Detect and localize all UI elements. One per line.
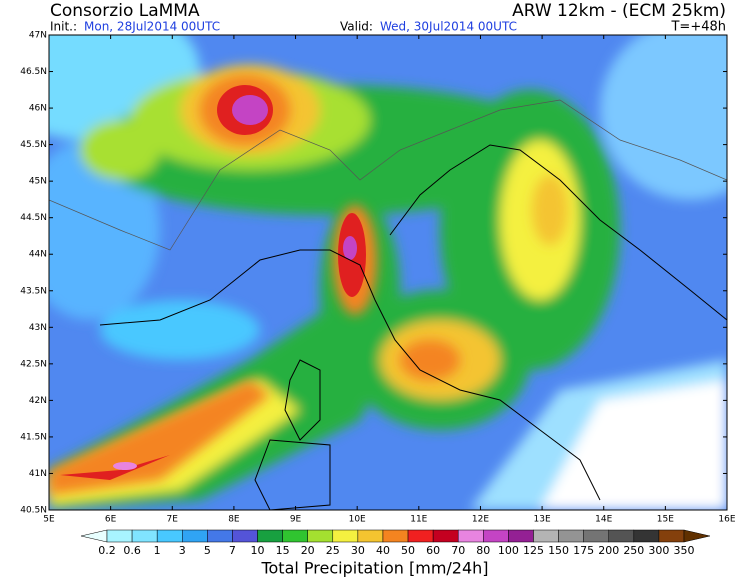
colorbar-box xyxy=(533,529,559,543)
lat-label: 47N xyxy=(29,31,47,41)
colorbar-box xyxy=(633,529,660,543)
colorbar-box xyxy=(232,529,258,543)
colorbar-label: 10 xyxy=(251,544,265,557)
lat-label: 45N xyxy=(29,177,47,187)
lon-label: 13E xyxy=(534,515,551,525)
colorbar-box xyxy=(457,529,484,543)
colorbar-arrow xyxy=(80,529,108,543)
colorbar-label: 50 xyxy=(401,544,415,557)
colorbar-label: 70 xyxy=(451,544,465,557)
colorbar-box xyxy=(131,529,158,543)
colorbar-label: 15 xyxy=(276,544,290,557)
colorbar-label: 175 xyxy=(573,544,594,557)
colorbar-box xyxy=(182,529,208,543)
lon-label: 8E xyxy=(228,515,240,525)
map-frame xyxy=(48,34,728,511)
lat-label: 46N xyxy=(29,104,47,114)
org-name: Consorzio LaMMA xyxy=(50,1,200,21)
colorbar-box xyxy=(508,529,534,543)
lon-label: 16E xyxy=(718,515,735,525)
init-time: Mon, 28Jul2014 00UTC xyxy=(84,20,220,34)
colorbar-label: 80 xyxy=(476,544,490,557)
colorbar-label: 300 xyxy=(648,544,669,557)
colorbar-label: 0.2 xyxy=(98,544,116,557)
colorbar-box xyxy=(483,529,509,543)
colorbar-box xyxy=(608,529,635,543)
colorbar-box xyxy=(357,529,384,543)
lat-label: 41N xyxy=(29,469,47,479)
colorbar-box xyxy=(382,529,409,543)
colorbar-box xyxy=(156,529,183,543)
colorbar-arrow xyxy=(683,529,711,543)
colorbar-label: 1 xyxy=(154,544,161,557)
colorbar-label: 5 xyxy=(204,544,211,557)
colorbar-box xyxy=(432,529,459,543)
lat-label: 43N xyxy=(29,323,47,333)
colorbar-label: 30 xyxy=(351,544,365,557)
colorbar-label: 150 xyxy=(548,544,569,557)
colorbar-box xyxy=(207,529,233,543)
colorbar-label: 60 xyxy=(426,544,440,557)
colorbar-label: 350 xyxy=(674,544,695,557)
lat-label: 44N xyxy=(29,250,47,260)
colorbar-label: 20 xyxy=(301,544,315,557)
colorbar-title: Total Precipitation [mm/24h] xyxy=(260,559,488,578)
lat-label: 40.5N xyxy=(20,506,47,516)
lon-label: 15E xyxy=(657,515,674,525)
lead-time: T=+48h xyxy=(670,20,726,35)
colorbar-label: 100 xyxy=(498,544,519,557)
colorbar-box xyxy=(106,529,133,543)
colorbar-label: 3 xyxy=(179,544,186,557)
colorbar-label: 7 xyxy=(229,544,236,557)
init-label: Init.: xyxy=(50,20,77,34)
colorbar-box xyxy=(658,529,685,543)
lat-label: 41.5N xyxy=(20,432,47,442)
lon-label: 6E xyxy=(105,515,117,525)
colorbar-label: 40 xyxy=(376,544,390,557)
colorbar-box xyxy=(257,529,283,543)
lat-label: 43.5N xyxy=(20,286,47,296)
colorbar-box xyxy=(407,529,434,543)
colorbar-box xyxy=(332,529,359,543)
lat-label: 42N xyxy=(29,396,47,406)
colorbar-box xyxy=(307,529,334,543)
precip-field xyxy=(49,35,727,510)
valid-time: Wed, 30Jul2014 00UTC xyxy=(380,20,517,34)
lat-label: 46.5N xyxy=(20,67,47,77)
lon-label: 9E xyxy=(290,515,302,525)
colorbar-label: 0.6 xyxy=(123,544,141,557)
colorbar-label: 250 xyxy=(623,544,644,557)
lon-label: 14E xyxy=(595,515,612,525)
colorbar-box xyxy=(558,529,584,543)
colorbar-label: 25 xyxy=(326,544,340,557)
lon-label: 7E xyxy=(167,515,179,525)
lon-label: 12E xyxy=(472,515,489,525)
lat-label: 42.5N xyxy=(20,359,47,369)
colorbar-box xyxy=(583,529,609,543)
valid-label: Valid: xyxy=(340,20,373,34)
lon-label: 11E xyxy=(410,515,427,525)
lat-label: 44.5N xyxy=(20,213,47,223)
lon-label: 5E xyxy=(43,515,55,525)
colorbar-label: 200 xyxy=(598,544,619,557)
colorbar-label: 125 xyxy=(523,544,544,557)
lon-label: 10E xyxy=(349,515,366,525)
model-name: ARW 12km - (ECM 25km) xyxy=(512,1,726,21)
colorbar-box xyxy=(282,529,308,543)
lat-label: 45.5N xyxy=(20,140,47,150)
